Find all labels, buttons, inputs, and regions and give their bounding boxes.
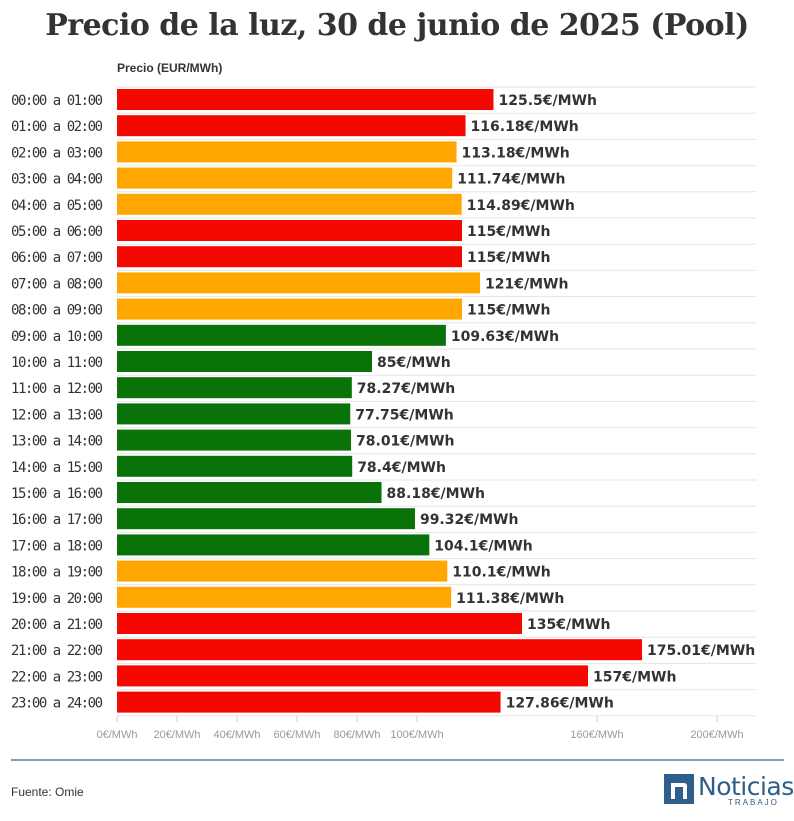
x-tick-label: 60€/MWh	[273, 729, 320, 741]
bar	[117, 89, 494, 110]
value-label: 99.32€/MWh	[420, 512, 518, 528]
value-label: 175.01€/MWh	[647, 643, 755, 659]
logo-sub: TRABAJO	[728, 798, 779, 807]
value-label: 104.1€/MWh	[434, 538, 532, 554]
value-label: 78.27€/MWh	[357, 381, 455, 397]
value-label: 77.75€/MWh	[355, 407, 453, 423]
category-label: 01:00 a 02:00	[11, 119, 103, 135]
bar	[117, 351, 372, 372]
brand-logo[interactable]: Noticias TRABAJO	[664, 772, 794, 807]
value-label: 127.86€/MWh	[506, 696, 614, 712]
bar	[117, 508, 415, 530]
value-label: 114.89€/MWh	[467, 198, 575, 214]
category-label: 20:00 a 21:00	[11, 617, 103, 633]
category-label: 23:00 a 24:00	[11, 696, 103, 712]
category-label: 18:00 a 19:00	[11, 565, 103, 581]
value-label: 115€/MWh	[467, 303, 550, 319]
category-label: 10:00 a 11:00	[11, 355, 103, 371]
value-label: 111.38€/MWh	[456, 591, 564, 607]
category-label: 22:00 a 23:00	[11, 669, 103, 685]
x-tick-label: 200€/MWh	[690, 729, 743, 741]
x-tick-label: 40€/MWh	[213, 729, 260, 741]
value-label: 85€/MWh	[377, 355, 451, 371]
category-label: 14:00 a 15:00	[11, 460, 103, 476]
value-label: 113.18€/MWh	[462, 145, 570, 161]
category-label: 03:00 a 04:00	[11, 172, 103, 188]
bar	[117, 403, 351, 425]
bar	[117, 691, 501, 713]
value-label: 125.5€/MWh	[499, 93, 597, 109]
category-label: 19:00 a 20:00	[11, 591, 103, 607]
value-label: 116.18€/MWh	[471, 119, 579, 135]
value-label: 109.63€/MWh	[451, 329, 559, 345]
logo-mark-icon	[664, 774, 694, 804]
category-label: 11:00 a 12:00	[11, 381, 103, 397]
bar	[117, 167, 453, 189]
bar	[117, 141, 457, 163]
bar	[117, 429, 352, 451]
value-label: 121€/MWh	[485, 276, 568, 292]
category-label: 00:00 a 01:00	[11, 93, 103, 109]
category-label: 02:00 a 03:00	[11, 145, 103, 161]
x-tick-label: 160€/MWh	[570, 729, 623, 741]
bar	[117, 246, 462, 268]
bar	[117, 534, 430, 556]
bar	[117, 115, 466, 137]
category-label: 12:00 a 13:00	[11, 407, 103, 423]
bar	[117, 298, 462, 320]
value-label: 88.18€/MWh	[387, 486, 485, 502]
value-label: 135€/MWh	[527, 617, 610, 633]
value-label: 111.74€/MWh	[457, 172, 565, 188]
value-label: 78.4€/MWh	[357, 460, 446, 476]
bar	[117, 324, 446, 346]
category-label: 07:00 a 08:00	[11, 276, 103, 292]
category-label: 13:00 a 14:00	[11, 434, 103, 450]
bar	[117, 560, 448, 582]
category-label: 16:00 a 17:00	[11, 512, 103, 528]
source-text: Fuente: Omie	[11, 785, 84, 799]
category-label: 09:00 a 10:00	[11, 329, 103, 345]
category-label: 15:00 a 16:00	[11, 486, 103, 502]
category-label: 21:00 a 22:00	[11, 643, 103, 659]
bar	[117, 586, 452, 608]
value-label: 157€/MWh	[593, 669, 676, 685]
category-label: 17:00 a 18:00	[11, 538, 103, 554]
bar	[117, 613, 522, 634]
value-label: 78.01€/MWh	[356, 434, 454, 450]
category-label: 06:00 a 07:00	[11, 250, 103, 266]
bar	[117, 639, 643, 661]
bar	[117, 220, 462, 241]
chart-title: Precio de la luz, 30 de junio de 2025 (P…	[45, 8, 749, 43]
x-tick-label: 100€/MWh	[390, 729, 443, 741]
x-tick-label: 80€/MWh	[333, 729, 380, 741]
bar-chart: 0€/MWh 20€/MWh 40€/MWh 60€/MWh 80€/MWh 100€/M…	[11, 86, 756, 741]
bar	[117, 482, 382, 503]
footer-divider	[11, 759, 784, 761]
bar	[117, 665, 588, 687]
category-label: 05:00 a 06:00	[11, 224, 103, 240]
bar	[117, 272, 480, 294]
value-label: 115€/MWh	[467, 250, 550, 266]
x-tick-label: 20€/MWh	[153, 729, 200, 741]
logo-name: Noticias	[698, 772, 794, 801]
bar	[117, 455, 353, 477]
category-label: 04:00 a 05:00	[11, 198, 103, 214]
value-label: 115€/MWh	[467, 224, 550, 240]
bar	[117, 377, 352, 399]
x-tick-label: 0€/MWh	[97, 729, 138, 741]
axis-caption: Precio (EUR/MWh)	[117, 61, 223, 75]
value-label: 110.1€/MWh	[452, 565, 550, 581]
bar	[117, 193, 462, 215]
category-label: 08:00 a 09:00	[11, 303, 103, 319]
